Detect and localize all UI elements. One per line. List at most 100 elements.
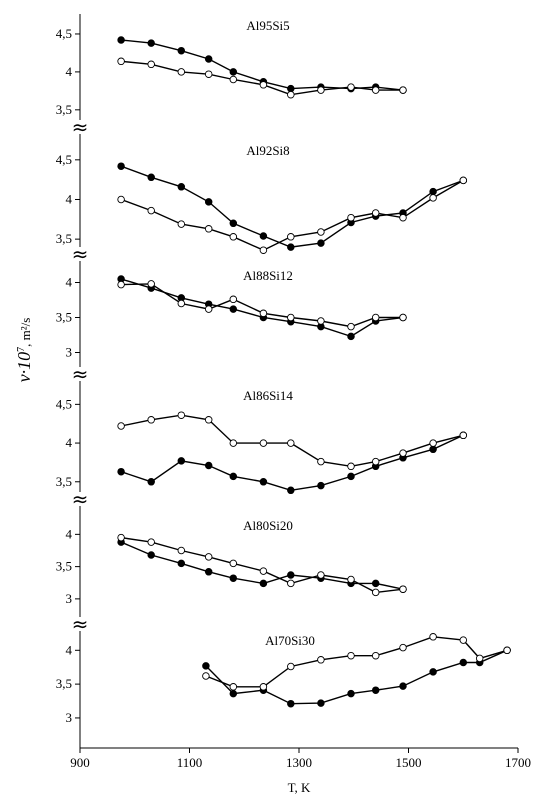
data-point — [177, 559, 186, 568]
data-point — [204, 55, 213, 63]
data-point — [204, 198, 213, 206]
panel-title: Al92Si8 — [246, 143, 289, 158]
data-point — [229, 574, 238, 582]
data-point — [259, 309, 268, 318]
x-axis-title: T, K — [288, 780, 311, 795]
data-point — [229, 68, 238, 76]
y-tick-label: 4 — [66, 191, 73, 206]
data-point — [317, 656, 325, 664]
y-tick-label: 4 — [66, 526, 73, 541]
data-point — [459, 636, 468, 644]
data-point — [202, 672, 210, 680]
data-point — [287, 486, 295, 495]
data-point — [429, 187, 437, 196]
data-point — [204, 553, 213, 561]
data-point — [204, 305, 213, 313]
data-point — [177, 457, 186, 465]
data-point — [147, 280, 155, 288]
data-point — [259, 81, 268, 89]
data-point — [347, 575, 355, 584]
axis-break-gap — [78, 367, 82, 381]
panel-Al92Si8: 3,5 4 4,5 Al92Si8 — [56, 143, 468, 254]
x-tick-label: 1100 — [177, 755, 203, 770]
y-tick-label: 3 — [66, 591, 73, 606]
y-tick-label: 3,5 — [56, 474, 72, 489]
svg-text:ν·107, m²/s: ν·107, m²/s — [14, 318, 34, 383]
data-point — [177, 46, 186, 55]
data-point — [147, 478, 155, 486]
data-point — [399, 213, 407, 222]
data-point — [399, 449, 407, 457]
data-point — [229, 689, 238, 698]
y-tick-label: 4,5 — [56, 152, 72, 167]
data-point — [177, 183, 186, 191]
panel-Al95Si5: 3,5 4 4,5 Al95Si5 — [56, 18, 407, 117]
y-tick-label: 3,5 — [56, 559, 72, 574]
y-tick-label: 4 — [66, 64, 73, 79]
series-open — [117, 411, 468, 471]
data-point — [347, 332, 355, 341]
data-point — [347, 83, 355, 91]
data-point — [347, 472, 355, 481]
series-line — [120, 278, 404, 338]
axis-break-gap — [78, 247, 82, 261]
panel-Al86Si14: 3,5 4 4,5 Al86Si14 — [56, 388, 468, 495]
panel-Al80Si20: 3 3,5 4 Al80Si20 — [56, 518, 407, 606]
data-point — [287, 571, 295, 579]
data-point — [117, 162, 125, 170]
data-point — [317, 86, 325, 94]
data-point — [259, 478, 268, 486]
data-point — [399, 86, 407, 94]
data-point — [287, 662, 295, 671]
data-point — [259, 439, 268, 447]
x-tick-label: 1300 — [286, 755, 312, 770]
x-tick-label: 1700 — [505, 755, 531, 770]
plot-layer: 900 1100 1300 1500 1700 3,5 4 4,5 Al95Si5 3,5 4 4,5… — [56, 18, 531, 770]
y-tick-label: 3,5 — [56, 231, 72, 246]
data-point — [229, 305, 238, 313]
data-point — [177, 411, 186, 419]
data-point — [347, 213, 355, 222]
series-open — [117, 533, 407, 597]
y-axis-title: ν·107, m²/s — [14, 318, 34, 383]
data-point — [204, 568, 213, 576]
data-point — [204, 225, 213, 233]
data-point — [229, 295, 238, 304]
data-point — [399, 643, 407, 652]
panel-title: Al70Si30 — [265, 633, 315, 648]
data-point — [259, 567, 268, 575]
x-tick-label: 900 — [70, 755, 90, 770]
data-point — [147, 416, 155, 424]
data-point — [475, 654, 484, 663]
series-filled — [117, 538, 407, 593]
data-point — [399, 313, 407, 322]
y-tick-label: 3,5 — [56, 102, 72, 117]
data-point — [287, 699, 295, 708]
data-point — [287, 84, 295, 93]
data-point — [259, 579, 268, 588]
data-point — [371, 86, 380, 94]
data-point — [229, 75, 238, 84]
data-point — [117, 57, 125, 66]
data-point — [429, 668, 437, 676]
series-line — [121, 60, 403, 96]
axis-break-symbol: ≈ — [72, 612, 89, 636]
axis-break-gap — [78, 120, 82, 134]
data-point — [503, 646, 511, 655]
data-point — [429, 445, 437, 454]
data-point — [459, 176, 468, 185]
data-point — [117, 36, 125, 44]
data-point — [147, 538, 155, 546]
data-point — [399, 682, 407, 690]
data-point — [117, 533, 125, 542]
data-point — [429, 633, 437, 641]
data-point — [287, 233, 295, 241]
data-point — [317, 239, 325, 247]
data-point — [177, 546, 186, 555]
data-point — [371, 588, 380, 597]
axis-break-symbol: ≈ — [72, 242, 89, 266]
data-point — [317, 571, 325, 579]
data-point — [287, 313, 295, 322]
